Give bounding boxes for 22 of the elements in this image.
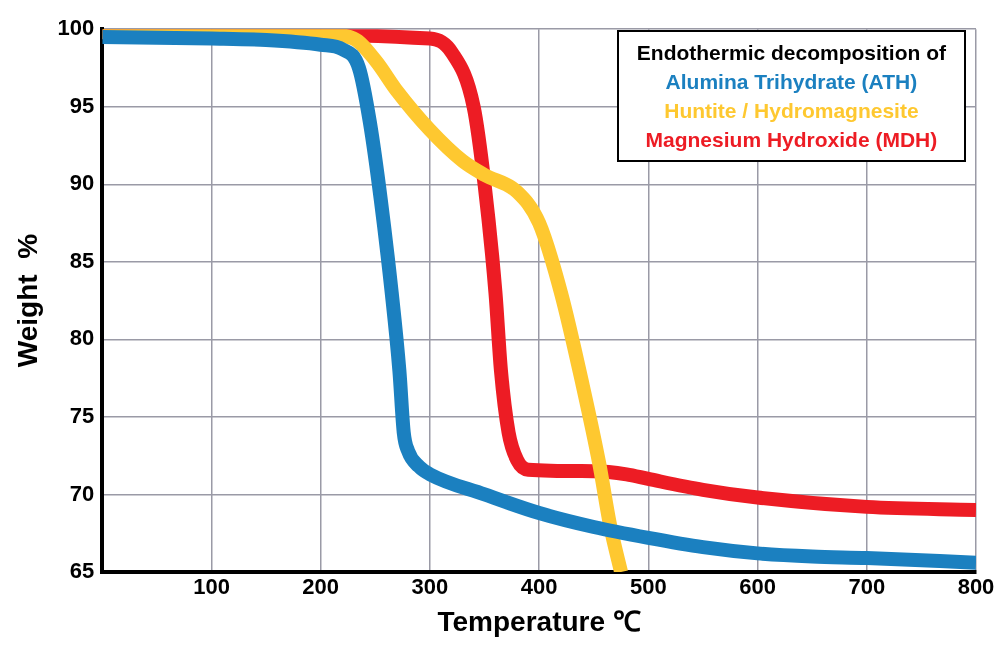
y-tick-label: 70 <box>69 480 95 506</box>
y-tick-label: 85 <box>69 247 95 273</box>
x-tick-label: 400 <box>520 574 558 600</box>
y-tick-label: 95 <box>69 92 95 118</box>
x-tick-label: 200 <box>302 574 340 600</box>
y-tick-label: 65 <box>69 558 95 584</box>
y-tick-label: 100 <box>57 15 95 41</box>
y-tick-label: 90 <box>69 170 95 196</box>
x-tick-label: 700 <box>848 574 886 600</box>
text: Huntite / Hydromagnesite <box>663 98 920 124</box>
legend-title: Endothermic decomposition of <box>636 40 946 66</box>
text: Magnesium Hydroxide (MDH) <box>644 127 939 153</box>
y-tick-label: 80 <box>69 325 95 351</box>
x-tick-label: 100 <box>193 574 230 600</box>
text: Alumina Trihydrate (ATH) <box>664 69 919 95</box>
y-tick-label: 75 <box>69 402 95 428</box>
x-tick-label: 800 <box>957 574 995 600</box>
x-tick-label: 600 <box>739 574 776 600</box>
x-tick-label: 300 <box>411 574 449 600</box>
y-axis-title: Weight % <box>11 233 43 368</box>
x-tick-label: 500 <box>630 574 667 600</box>
x-axis-title: Temperature ℃ <box>437 605 641 637</box>
